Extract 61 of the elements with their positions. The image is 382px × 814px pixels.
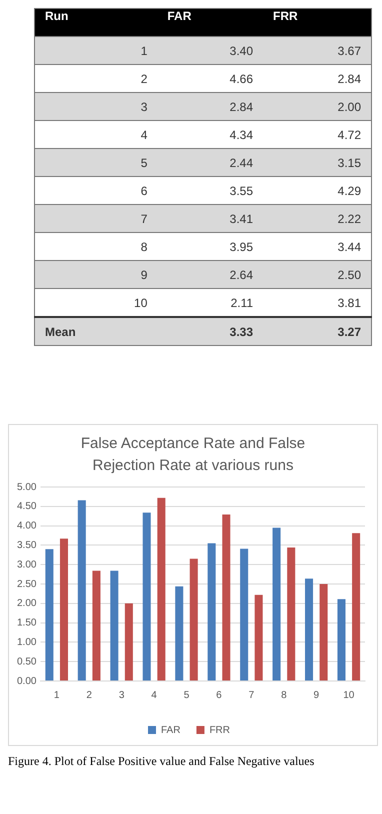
text: 2.64 xyxy=(157,260,264,288)
category-label: 9 xyxy=(140,268,148,282)
text: 2.11 xyxy=(157,288,264,317)
x-tick-label: 8 xyxy=(281,690,288,701)
y-tick-label: 0.00 xyxy=(16,676,37,687)
text: 3.40 xyxy=(157,36,264,64)
text: 4.66 xyxy=(157,64,264,92)
category-label: 6 xyxy=(140,184,148,198)
text: 3.81 xyxy=(263,288,372,317)
text: 3.67 xyxy=(263,36,372,64)
x-tick-label: 1 xyxy=(54,690,60,701)
category-label: 5 xyxy=(140,156,148,170)
category-label: 1 xyxy=(140,44,148,58)
x-tick-label: 5 xyxy=(184,690,190,701)
x-tick-label: 2 xyxy=(86,690,92,701)
x-tick-label: 3 xyxy=(118,690,125,701)
text: 3.55 xyxy=(157,176,264,204)
text: Mean xyxy=(34,317,158,346)
text: 3.41 xyxy=(157,204,264,232)
text: 2.00 xyxy=(263,92,372,120)
caption: Figure 4. Plot of False Positive value and False Negative values xyxy=(8,754,316,769)
y-tick-label: 2.00 xyxy=(16,598,37,610)
text: 3.15 xyxy=(263,148,372,176)
text: 2.22 xyxy=(263,204,372,232)
x-tick-label: 9 xyxy=(314,690,320,701)
category-label: 3 xyxy=(140,100,148,114)
y-tick-label: 4.00 xyxy=(16,520,37,532)
text: 3.44 xyxy=(263,232,372,260)
text: 4.34 xyxy=(157,120,264,148)
chart-title: False Acceptance Rate and False Rejection Rate at various runs xyxy=(80,434,306,476)
y-tick-label: 1.00 xyxy=(16,636,37,648)
text: Run xyxy=(34,8,158,36)
x-tick-label: 6 xyxy=(216,690,222,701)
text: 3.27 xyxy=(263,317,372,346)
y-tick-label: 4.50 xyxy=(16,501,37,512)
x-tick-label: 4 xyxy=(151,690,158,701)
text: 2.50 xyxy=(263,260,372,288)
text: 3.33 xyxy=(157,317,264,346)
text: 3.95 xyxy=(157,232,264,260)
y-tick-label: 5.00 xyxy=(16,482,37,493)
text: FRR xyxy=(273,9,298,23)
text: 4.72 xyxy=(263,120,372,148)
category-label: 10 xyxy=(134,296,148,310)
y-tick-label: 2.50 xyxy=(16,578,37,590)
x-tick-label: 7 xyxy=(248,690,255,701)
category-label: 8 xyxy=(140,240,148,254)
text: 4.29 xyxy=(263,176,372,204)
y-tick-label: 3.50 xyxy=(16,540,37,551)
category-label: 2 xyxy=(140,72,148,86)
category-label: 7 xyxy=(140,212,148,226)
text: 2.84 xyxy=(157,92,264,120)
text: 2.44 xyxy=(157,148,264,176)
x-tick-label: 10 xyxy=(343,690,355,701)
y-tick-label: 0.50 xyxy=(16,656,37,668)
legend-label: FRR xyxy=(209,724,230,736)
text: FAR xyxy=(167,9,192,23)
category-label: 4 xyxy=(140,128,148,142)
text: 2.84 xyxy=(263,64,372,92)
y-tick-label: 1.50 xyxy=(16,618,37,629)
legend-label: FAR xyxy=(161,724,180,736)
y-tick-label: 3.00 xyxy=(16,559,37,570)
